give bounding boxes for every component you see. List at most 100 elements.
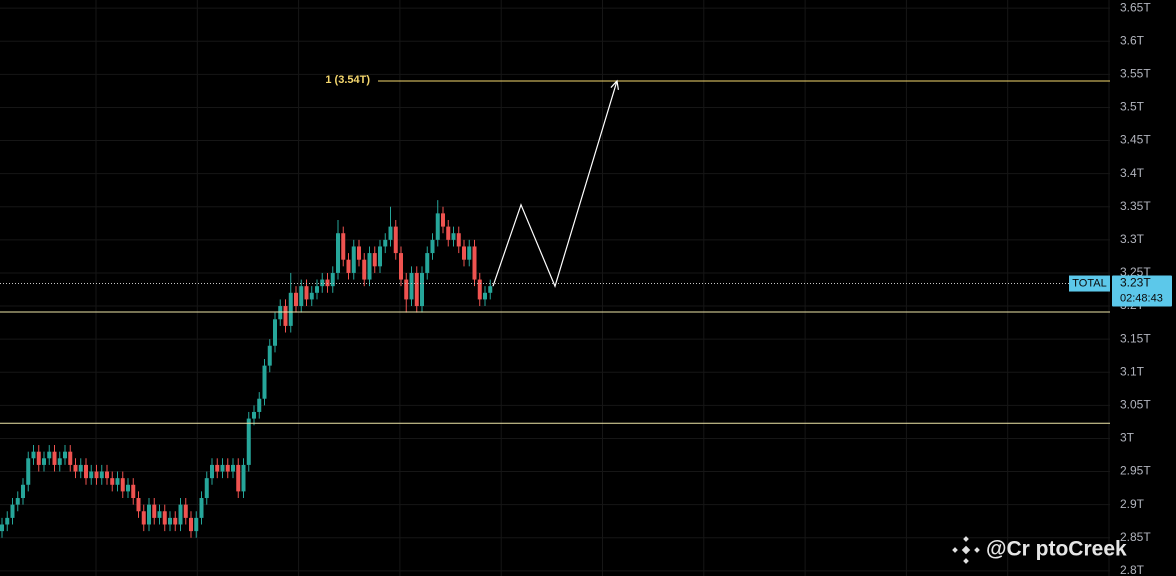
y-tick-label: 3.1T — [1120, 364, 1145, 378]
candle-body — [162, 511, 167, 525]
candle-body — [36, 451, 41, 465]
candle-body — [372, 253, 377, 267]
candle-body — [220, 464, 225, 472]
candle-body — [414, 272, 419, 307]
projection-line — [492, 80, 618, 288]
projection-arrowhead — [610, 79, 619, 90]
level-label: 1 (3.54T) — [325, 74, 370, 86]
watermark: @Cr ptoCreek — [986, 538, 1127, 561]
candle-body — [346, 259, 351, 273]
candle-body — [320, 279, 325, 287]
candle-body — [15, 498, 20, 505]
candle-body — [336, 233, 340, 273]
candle-body — [288, 292, 293, 326]
candle-body — [441, 213, 445, 227]
candle-body — [236, 464, 241, 492]
candle-body — [267, 345, 272, 366]
candle-body — [309, 292, 314, 300]
candle-body — [89, 471, 94, 479]
candle-body — [147, 504, 151, 525]
candle-body — [63, 451, 67, 459]
candle-body — [435, 213, 440, 240]
candle-body — [351, 246, 356, 273]
candle-body — [168, 517, 172, 525]
candle-body — [357, 246, 361, 260]
candle-body — [131, 484, 136, 499]
candle-body — [388, 226, 393, 240]
y-tick-label: 3.15T — [1120, 331, 1151, 345]
candle-body — [273, 319, 277, 346]
candle-body — [262, 365, 267, 399]
y-tick-label: 3.4T — [1120, 166, 1145, 180]
candle-body — [362, 259, 367, 280]
candle-body — [325, 279, 330, 287]
candle-body — [105, 471, 109, 479]
y-tick-label: 3.5T — [1120, 100, 1145, 114]
y-tick-label: 2.95T — [1120, 464, 1151, 478]
candle-body — [47, 451, 52, 459]
candle-body — [73, 464, 78, 472]
price-box — [1112, 275, 1172, 307]
candle-body — [52, 451, 57, 465]
y-tick-label: 2.8T — [1120, 563, 1145, 576]
candle-body — [241, 464, 246, 492]
candle-body — [404, 279, 409, 300]
candle-body — [78, 464, 83, 472]
candle-body — [367, 253, 372, 280]
candle-body — [257, 398, 262, 412]
candle-body — [420, 272, 424, 307]
candle-body — [210, 464, 214, 479]
y-tick-label: 3.45T — [1120, 133, 1151, 147]
candle-body — [21, 484, 25, 499]
candle-body — [126, 484, 130, 492]
candle-body — [425, 253, 430, 273]
y-tick-label: 3T — [1120, 431, 1135, 445]
candle-body — [315, 286, 319, 293]
candle-body — [10, 504, 15, 518]
candle-body — [341, 233, 346, 260]
candle-body — [141, 511, 146, 525]
candle-body — [189, 517, 193, 532]
candle-body — [252, 411, 256, 419]
candle-body — [467, 246, 472, 260]
candle-body — [57, 458, 62, 465]
candle-body — [409, 272, 414, 300]
candle-body — [110, 478, 115, 485]
candle-body — [383, 239, 388, 247]
candle-body — [115, 478, 120, 485]
price-label: 3.23T — [1120, 276, 1151, 290]
candle-body — [26, 458, 31, 485]
candle-body — [378, 246, 382, 267]
candle-body — [5, 517, 10, 525]
candle-body — [246, 418, 251, 465]
candle-body — [120, 478, 125, 492]
candle-body — [299, 286, 304, 307]
candle-body — [157, 511, 162, 518]
y-tick-label: 2.85T — [1120, 530, 1151, 544]
candle-body — [204, 478, 209, 499]
candle-body — [477, 279, 482, 300]
candle-body — [456, 233, 461, 247]
candle-body — [31, 451, 36, 459]
candle-body — [451, 233, 456, 240]
candle-body — [68, 451, 73, 465]
candle-body — [294, 292, 298, 307]
candle-body — [446, 226, 451, 240]
candle-body — [215, 464, 220, 472]
candle-body — [99, 471, 104, 479]
price-countdown: 02:48:43 — [1120, 292, 1163, 304]
candle-body — [483, 292, 487, 300]
candle-body — [283, 306, 288, 326]
candle-body — [199, 498, 204, 518]
y-tick-label: 3.55T — [1120, 67, 1151, 81]
candle-body — [136, 498, 141, 512]
candle-body — [0, 524, 4, 532]
candle-body — [399, 253, 403, 280]
candle-body — [488, 286, 493, 293]
y-tick-label: 3.6T — [1120, 33, 1145, 47]
candle-body — [178, 504, 183, 525]
candle-body — [304, 286, 309, 300]
